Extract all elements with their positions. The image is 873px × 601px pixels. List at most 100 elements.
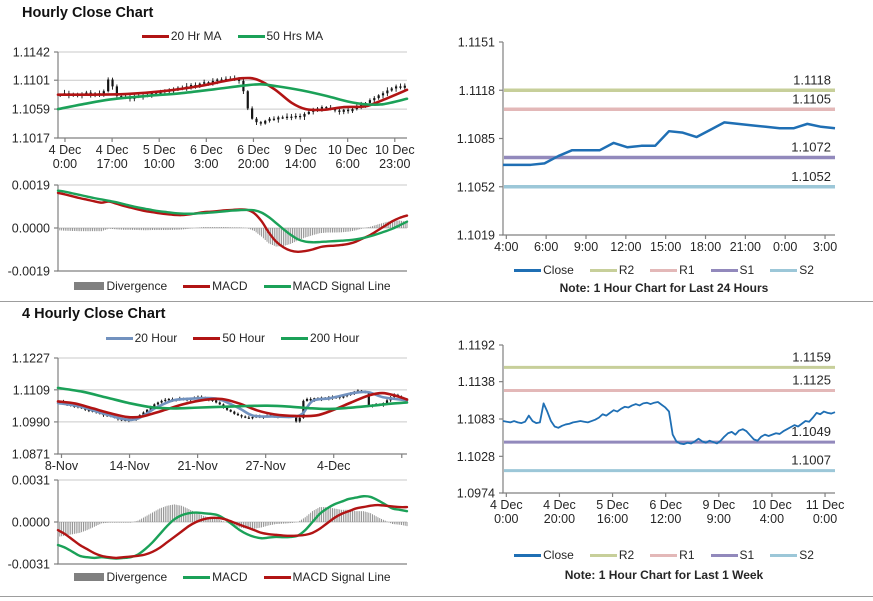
svg-text:1.1192: 1.1192 bbox=[458, 339, 495, 353]
legend-label: 50 Hour bbox=[222, 331, 266, 345]
svg-text:9 Dec: 9 Dec bbox=[284, 143, 317, 157]
legend-label: R2 bbox=[618, 263, 635, 277]
svg-text:17:00: 17:00 bbox=[96, 157, 127, 171]
series-line bbox=[56, 76, 409, 112]
svg-text:-0.0031: -0.0031 bbox=[8, 558, 50, 572]
svg-text:1.1118: 1.1118 bbox=[459, 84, 495, 98]
legend-label: 50 Hrs MA bbox=[266, 29, 324, 43]
legend-item: R2 bbox=[589, 263, 635, 277]
svg-text:5 Dec: 5 Dec bbox=[596, 498, 629, 512]
legend-line-icon bbox=[770, 553, 798, 557]
legend-label: MACD bbox=[212, 279, 248, 293]
legend-label: S1 bbox=[739, 548, 755, 562]
svg-text:0.0031: 0.0031 bbox=[12, 474, 50, 488]
svg-text:0:00: 0:00 bbox=[53, 157, 77, 171]
svg-text:0.0019: 0.0019 bbox=[12, 179, 50, 193]
legend-item: S1 bbox=[710, 263, 754, 277]
svg-text:12:00: 12:00 bbox=[610, 240, 641, 254]
svg-text:1.1125: 1.1125 bbox=[792, 372, 831, 387]
svg-text:1.1072: 1.1072 bbox=[791, 140, 831, 155]
svg-text:1.1159: 1.1159 bbox=[792, 349, 831, 364]
legend-item: S2 bbox=[770, 548, 814, 562]
legend-item: S2 bbox=[770, 263, 814, 277]
legend-item: 200 Hour bbox=[281, 331, 359, 345]
close-line bbox=[502, 401, 836, 446]
section-title-4hourly: 4 Hourly Close Chart bbox=[22, 306, 166, 322]
legend-line-icon bbox=[650, 268, 678, 272]
svg-text:5 Dec: 5 Dec bbox=[143, 143, 176, 157]
svg-text:4:00: 4:00 bbox=[760, 512, 784, 526]
fourh-price-legend: 20 Hour 50 Hour 200 Hour bbox=[58, 331, 407, 345]
series-line bbox=[56, 386, 409, 411]
legend-label: Divergence bbox=[106, 279, 168, 293]
legend-item: R1 bbox=[650, 548, 695, 562]
svg-text:8-Nov: 8-Nov bbox=[45, 459, 79, 473]
svg-text:0.0000: 0.0000 bbox=[12, 222, 50, 236]
section-divider bbox=[0, 301, 873, 302]
svg-text:4 Dec: 4 Dec bbox=[543, 498, 576, 512]
svg-text:1.1007: 1.1007 bbox=[791, 453, 831, 468]
legend-swatch-icon bbox=[74, 282, 105, 290]
svg-text:10 Dec: 10 Dec bbox=[375, 143, 415, 157]
legend-item: MACD bbox=[183, 570, 248, 584]
legend-swatch-icon bbox=[74, 573, 105, 581]
svg-text:0:00: 0:00 bbox=[773, 240, 797, 254]
legend-item: 20 Hr MA bbox=[141, 29, 222, 43]
svg-text:4:00: 4:00 bbox=[494, 240, 518, 254]
svg-text:1.0974: 1.0974 bbox=[457, 487, 495, 501]
legend-item: MACD bbox=[183, 279, 248, 293]
legend-label: Close bbox=[543, 548, 574, 562]
series-line bbox=[56, 390, 409, 422]
legend-label: R1 bbox=[679, 548, 695, 562]
legend-item: Close bbox=[514, 548, 574, 562]
legend-line-icon bbox=[141, 34, 169, 38]
svg-text:1.1118: 1.1118 bbox=[793, 72, 831, 87]
svg-text:6 Dec: 6 Dec bbox=[649, 498, 682, 512]
svg-text:1.1085: 1.1085 bbox=[457, 132, 495, 146]
svg-text:1.1109: 1.1109 bbox=[13, 383, 50, 397]
svg-text:1.1059: 1.1059 bbox=[12, 103, 50, 117]
legend-line-icon bbox=[105, 336, 133, 340]
svg-text:20:00: 20:00 bbox=[544, 512, 575, 526]
svg-text:14-Nov: 14-Nov bbox=[109, 459, 150, 473]
svg-text:10 Dec: 10 Dec bbox=[752, 498, 792, 512]
svg-text:9 Dec: 9 Dec bbox=[702, 498, 735, 512]
svg-text:1.1142: 1.1142 bbox=[13, 46, 50, 60]
svg-text:15:00: 15:00 bbox=[650, 240, 681, 254]
svg-text:1.1028: 1.1028 bbox=[457, 450, 495, 464]
svg-text:1.1019: 1.1019 bbox=[457, 229, 495, 243]
fourh_macd-plot: 0.0031 0.0000 -0.0031 bbox=[8, 474, 409, 572]
legend-label: Divergence bbox=[106, 570, 168, 584]
svg-text:9:00: 9:00 bbox=[574, 240, 598, 254]
svg-text:23:00: 23:00 bbox=[379, 157, 410, 171]
legend-line-icon bbox=[183, 575, 211, 579]
svg-text:1.1105: 1.1105 bbox=[792, 91, 831, 106]
svg-text:6 Dec: 6 Dec bbox=[190, 143, 223, 157]
legend-line-icon bbox=[514, 268, 542, 272]
svg-text:1.1052: 1.1052 bbox=[457, 180, 495, 194]
svg-text:1.1052: 1.1052 bbox=[791, 169, 831, 184]
legend-line-icon bbox=[183, 284, 211, 288]
series-line bbox=[56, 189, 409, 244]
legend-item: 50 Hour bbox=[193, 331, 265, 345]
day-pivot-note: Note: 1 Hour Chart for Last 24 Hours bbox=[559, 281, 769, 295]
legend-item: MACD Signal Line bbox=[263, 570, 391, 584]
series-line bbox=[56, 495, 409, 560]
svg-text:0:00: 0:00 bbox=[813, 512, 837, 526]
svg-text:10:00: 10:00 bbox=[144, 157, 175, 171]
svg-text:12:00: 12:00 bbox=[650, 512, 681, 526]
svg-text:-0.0019: -0.0019 bbox=[8, 265, 50, 279]
svg-text:6:00: 6:00 bbox=[534, 240, 558, 254]
svg-text:4 Dec: 4 Dec bbox=[49, 143, 82, 157]
svg-text:4-Dec: 4-Dec bbox=[317, 459, 350, 473]
hourly_macd-plot: 0.0019 0.0000 -0.0019 bbox=[8, 179, 409, 279]
svg-text:21:00: 21:00 bbox=[730, 240, 761, 254]
week-pivot-note: Note: 1 Hour Chart for Last 1 Week bbox=[564, 568, 764, 582]
svg-text:1.1151: 1.1151 bbox=[458, 36, 495, 50]
svg-text:1.0871: 1.0871 bbox=[12, 448, 50, 462]
legend-label: 20 Hr MA bbox=[170, 29, 222, 43]
legend-item: MACD Signal Line bbox=[263, 279, 391, 293]
legend-line-icon bbox=[263, 284, 291, 288]
